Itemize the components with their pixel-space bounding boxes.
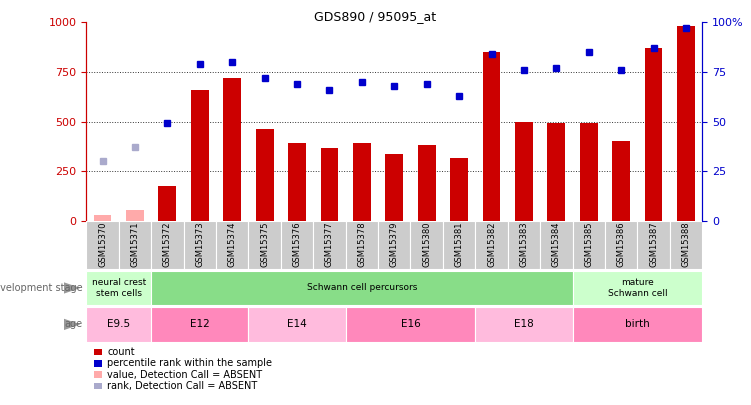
Text: E16: E16 (400, 320, 421, 329)
Text: Schwann cell percursors: Schwann cell percursors (306, 284, 417, 292)
Bar (638, 221, 670, 269)
Bar (418, 145, 436, 221)
Text: GSM15381: GSM15381 (454, 222, 463, 267)
Text: GSM15378: GSM15378 (357, 222, 366, 267)
Bar (86, 307, 151, 341)
Bar (216, 221, 249, 269)
Bar (385, 154, 403, 221)
Bar (644, 48, 662, 221)
Text: GSM15383: GSM15383 (520, 222, 529, 267)
Text: GSM15375: GSM15375 (260, 222, 269, 267)
Bar (515, 122, 533, 221)
Bar (450, 158, 468, 221)
Text: percentile rank within the sample: percentile rank within the sample (107, 358, 273, 368)
Bar (475, 307, 572, 341)
Bar (281, 221, 313, 269)
Text: GDS890 / 95095_at: GDS890 / 95095_at (315, 10, 436, 23)
Bar (345, 221, 378, 269)
Text: birth: birth (625, 320, 650, 329)
Text: mature
Schwann cell: mature Schwann cell (608, 278, 667, 298)
Bar (313, 221, 345, 269)
Text: GSM15374: GSM15374 (228, 222, 237, 267)
Bar (572, 271, 702, 305)
Text: E12: E12 (190, 320, 210, 329)
Text: GSM15387: GSM15387 (649, 222, 658, 267)
Bar (119, 221, 151, 269)
Bar (126, 210, 144, 221)
Bar (378, 221, 411, 269)
Bar (411, 221, 443, 269)
Text: GSM15377: GSM15377 (325, 222, 334, 267)
Text: GSM15371: GSM15371 (131, 222, 140, 267)
Text: GSM15384: GSM15384 (552, 222, 561, 267)
Text: neural crest
stem cells: neural crest stem cells (92, 278, 146, 298)
Bar (151, 307, 249, 341)
Text: E9.5: E9.5 (107, 320, 131, 329)
Text: GSM15372: GSM15372 (163, 222, 172, 267)
Bar (605, 221, 638, 269)
Bar (612, 141, 630, 221)
Text: GSM15379: GSM15379 (390, 222, 399, 267)
Bar (580, 124, 598, 221)
Bar (86, 271, 151, 305)
Bar (677, 26, 695, 221)
Bar (547, 124, 566, 221)
Bar (572, 221, 605, 269)
Text: GSM15388: GSM15388 (681, 222, 690, 267)
Bar (483, 52, 500, 221)
Bar (151, 271, 572, 305)
Text: GSM15386: GSM15386 (617, 222, 626, 267)
Polygon shape (64, 319, 80, 330)
Text: GSM15373: GSM15373 (195, 222, 204, 267)
Text: E14: E14 (287, 320, 307, 329)
Bar (249, 307, 345, 341)
Bar (86, 221, 119, 269)
Polygon shape (64, 282, 80, 294)
Bar (288, 143, 306, 221)
Bar (255, 130, 273, 221)
Bar (475, 221, 508, 269)
Bar (158, 186, 176, 221)
Bar (540, 221, 572, 269)
Text: E18: E18 (514, 320, 534, 329)
Bar (183, 221, 216, 269)
Bar (353, 143, 371, 221)
Bar (223, 78, 241, 221)
Text: count: count (107, 347, 135, 357)
Bar (572, 307, 702, 341)
Bar (670, 221, 702, 269)
Text: GSM15380: GSM15380 (422, 222, 431, 267)
Text: rank, Detection Call = ABSENT: rank, Detection Call = ABSENT (107, 381, 258, 391)
Text: GSM15385: GSM15385 (584, 222, 593, 267)
Bar (345, 307, 475, 341)
Text: age: age (65, 320, 83, 329)
Text: GSM15382: GSM15382 (487, 222, 496, 267)
Bar (191, 90, 209, 221)
Text: development stage: development stage (0, 283, 83, 293)
Bar (249, 221, 281, 269)
Bar (151, 221, 183, 269)
Bar (443, 221, 475, 269)
Text: GSM15370: GSM15370 (98, 222, 107, 267)
Bar (321, 148, 339, 221)
Text: value, Detection Call = ABSENT: value, Detection Call = ABSENT (107, 370, 263, 379)
Text: GSM15376: GSM15376 (293, 222, 302, 267)
Bar (508, 221, 540, 269)
Bar (94, 215, 111, 221)
